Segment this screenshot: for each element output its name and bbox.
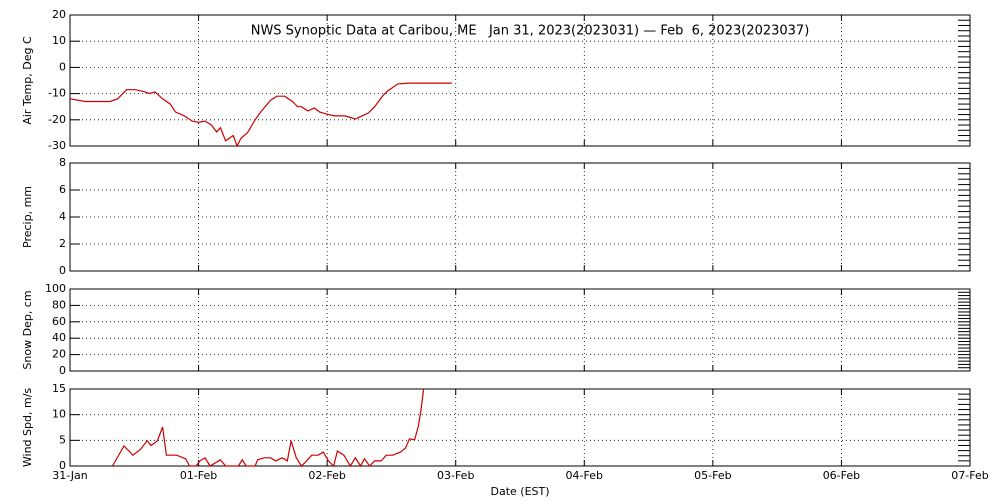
- plot-frame: [69, 388, 971, 467]
- x-tick-label: 02-Feb: [308, 469, 345, 482]
- y-axis-label: Air Temp, Deg C: [21, 36, 34, 125]
- y-tick-label: 60: [52, 315, 66, 328]
- y-tick-label: -10: [48, 87, 66, 100]
- x-tick-label: 31-Jan: [52, 469, 88, 482]
- y-tick-label: 10: [52, 408, 66, 421]
- y-tick-label: 8: [59, 156, 66, 169]
- chart-title: NWS Synoptic Data at Caribou, ME Jan 31,…: [251, 24, 810, 39]
- plot-frame: [69, 288, 971, 372]
- x-tick-label: 06-Feb: [823, 469, 860, 482]
- y-tick-label: 20: [52, 8, 66, 21]
- x-tick-label: 01-Feb: [180, 469, 217, 482]
- y-tick-label: -20: [48, 113, 66, 126]
- data-line: [69, 82, 452, 148]
- x-tick-label: 07-Feb: [951, 469, 988, 482]
- plot-frame: [69, 162, 971, 272]
- x-axis-label: Date (EST): [490, 485, 549, 498]
- y-tick-label: 2: [59, 237, 66, 250]
- y-axis-label: Snow Dep, cm: [21, 290, 34, 369]
- data-line: [111, 388, 425, 468]
- y-axis-label: Wind Spd, m/s: [21, 388, 34, 468]
- x-tick-label: 05-Feb: [694, 469, 731, 482]
- y-tick-label: 40: [52, 331, 66, 344]
- y-tick-label: -30: [48, 139, 66, 152]
- y-tick-label: 0: [59, 364, 66, 377]
- y-tick-label: 0: [59, 264, 66, 277]
- plot-frame: [69, 14, 971, 147]
- y-tick-label: 0: [59, 459, 66, 472]
- y-tick-label: 10: [52, 34, 66, 47]
- y-axis-label: Precip, mm: [21, 186, 34, 248]
- y-tick-label: 80: [52, 298, 66, 311]
- y-tick-label: 0: [59, 60, 66, 73]
- y-tick-label: 6: [59, 183, 66, 196]
- x-tick-label: 03-Feb: [437, 469, 474, 482]
- y-tick-label: 20: [52, 348, 66, 361]
- x-tick-label: 04-Feb: [566, 469, 603, 482]
- y-tick-label: 4: [59, 210, 66, 223]
- y-tick-label: 15: [52, 382, 66, 395]
- y-tick-label: 5: [59, 433, 66, 446]
- y-tick-label: 100: [45, 282, 66, 295]
